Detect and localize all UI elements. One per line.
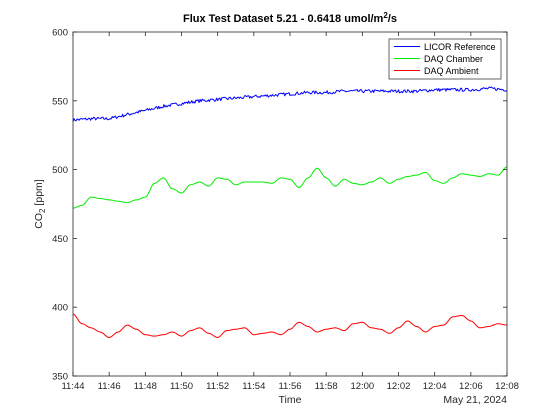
x-tick-label: 11:50 — [170, 381, 193, 392]
x-tick-label: 11:52 — [206, 381, 229, 392]
x-axis-ticks: 11:44 11:46 11:48 11:50 11:52 11:54 11:56 11:58… — [61, 32, 519, 392]
y-tick-label: 600 — [52, 28, 68, 39]
series-line-daq-ambient — [72, 313, 508, 338]
legend: LICOR Reference DAQ Chamber DAQ Ambient — [388, 38, 502, 80]
x-tick-label: 11:44 — [61, 381, 84, 392]
y-axis-label: CO2 [ppm] — [33, 179, 47, 228]
series-line-licor-reference — [72, 86, 508, 122]
y-tick-label: 550 — [52, 96, 68, 107]
x-tick-label: 11:46 — [98, 381, 121, 392]
x-tick-label: 12:02 — [387, 381, 411, 392]
x-tick-label: 12:04 — [423, 381, 447, 392]
x-tick-label: 12:08 — [495, 381, 519, 392]
date-label: May 21, 2024 — [443, 394, 507, 406]
y-tick-label: 400 — [52, 303, 68, 314]
plot-area — [73, 32, 507, 376]
y-tick-label: 450 — [52, 234, 68, 245]
legend-label-daq-ambient: DAQ Ambient — [424, 66, 479, 76]
x-tick-label: 12:06 — [459, 381, 483, 392]
plot-frame — [72, 31, 508, 377]
x-tick-label: 11:56 — [278, 381, 301, 392]
y-tick-label: 500 — [52, 165, 68, 176]
series-group — [72, 86, 508, 338]
legend-label-licor-reference: LICOR Reference — [424, 42, 496, 52]
x-tick-label: 11:58 — [315, 381, 338, 392]
series-line-daq-chamber — [72, 166, 508, 209]
y-tick-label: 350 — [52, 372, 68, 383]
x-tick-label: 11:48 — [134, 381, 157, 392]
x-axis-label: Time — [279, 394, 302, 406]
x-tick-label: 11:54 — [242, 381, 265, 392]
x-tick-label: 12:00 — [350, 381, 374, 392]
legend-label-daq-chamber: DAQ Chamber — [424, 54, 483, 64]
chart-title: Flux Test Dataset 5.21 - 0.6418 umol/m2/… — [183, 11, 397, 25]
